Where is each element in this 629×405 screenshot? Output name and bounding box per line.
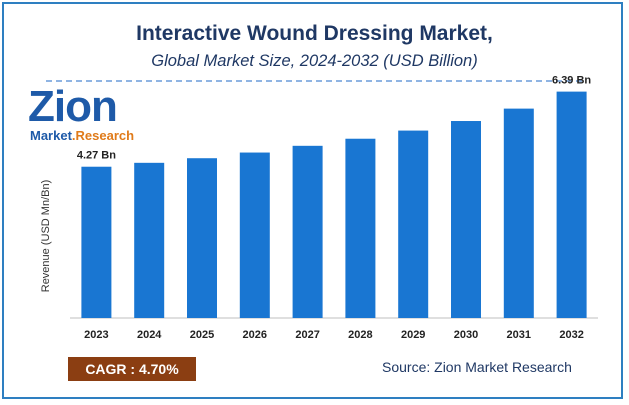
x-tick-label: 2030 xyxy=(454,329,478,341)
bar-2030 xyxy=(451,121,481,318)
bar-2029 xyxy=(398,130,429,318)
x-tick-label: 2023 xyxy=(84,329,108,341)
chart-subtitle: Global Market Size, 2024-2032 (USD Billi… xyxy=(151,52,478,70)
x-tick-label: 2032 xyxy=(559,329,583,341)
x-tick-label: 2029 xyxy=(401,329,425,341)
bar-2026 xyxy=(239,152,270,318)
bar-2025 xyxy=(187,158,217,318)
bar-2023 xyxy=(81,166,112,318)
bar-2032 xyxy=(556,91,587,319)
x-tick-label: 2026 xyxy=(243,329,267,341)
x-tick-label: 2025 xyxy=(190,329,214,341)
logo-sub-brand: Market.Research xyxy=(30,128,134,143)
zion-logo: Zion Market.Research xyxy=(26,82,134,148)
bar-2028 xyxy=(345,138,376,318)
bar-2024 xyxy=(134,162,165,318)
x-tick-label: 2028 xyxy=(348,329,372,341)
logo-sub-brand-text: Market.Research xyxy=(30,128,134,143)
chart-title: Interactive Wound Dressing Market, xyxy=(136,22,493,45)
logo-sub-brand-primary: Market xyxy=(30,128,72,143)
source-text: Source: Zion Market Research xyxy=(382,359,572,375)
logo-sub-brand-accent: .Research xyxy=(71,128,135,143)
bar-2031 xyxy=(503,108,534,318)
cagr-badge: CAGR : 4.70% xyxy=(68,357,196,381)
data-label: 6.39 Bn xyxy=(552,75,591,87)
bar-2027 xyxy=(292,145,323,318)
x-tick-label: 2027 xyxy=(295,329,319,341)
data-label: 4.27 Bn xyxy=(77,150,116,162)
logo-brand: Zion xyxy=(28,82,118,131)
x-tick-label: 2024 xyxy=(137,329,162,341)
x-tick-label: 2031 xyxy=(507,329,531,341)
title-divider xyxy=(46,80,582,82)
